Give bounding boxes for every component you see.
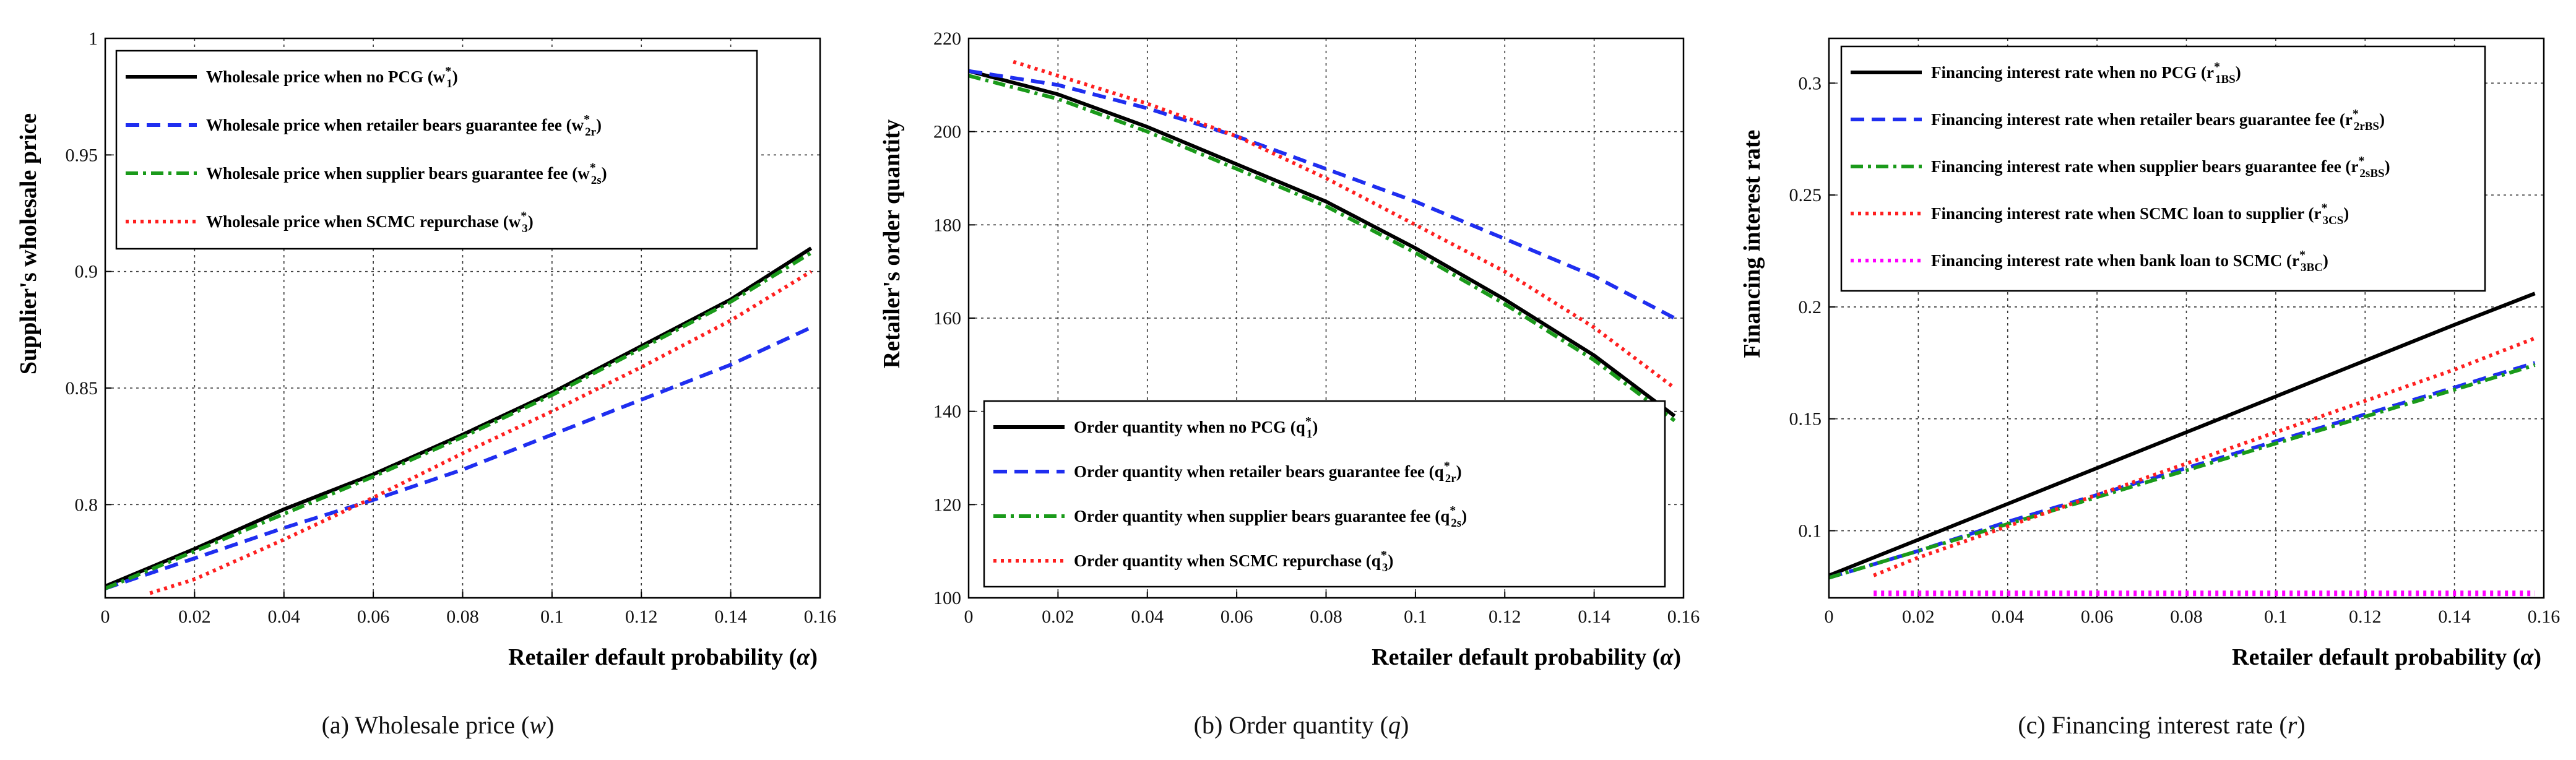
x-tick-label: 0.02 (1042, 607, 1074, 627)
y-tick-label: 0.15 (1789, 409, 1822, 430)
x-tick-label: 0.14 (1578, 607, 1610, 627)
x-tick-label: 0.02 (178, 607, 211, 627)
x-tick-label: 0.06 (2081, 607, 2114, 627)
y-tick-label: 0.1 (1799, 521, 1822, 542)
y-tick-label: 0.9 (75, 262, 98, 282)
plot-frame (1828, 37, 2545, 599)
x-axis-label: Retailer default probability (α) (508, 644, 818, 670)
panel-caption: (a) Wholesale price (w) (322, 711, 555, 739)
x-tick-label: 0.1 (2264, 607, 2288, 627)
y-tick-label: 0.95 (66, 145, 98, 165)
x-tick-label: 0 (1825, 607, 1834, 627)
legend-box (115, 50, 758, 250)
legend-label: Financing interest rate when SCMC loan t… (1931, 201, 2349, 227)
panel-2: 0 0.02 0.04 0.06 0.08 0.1 0.12 0.14 0.16 100 120 14… (879, 28, 1700, 739)
plot-frame (104, 37, 821, 599)
legend: Financing interest rate when no PCG (r* 1… (1840, 45, 2486, 292)
x-tick-label: 0.16 (1667, 607, 1700, 627)
plot-frame (967, 37, 1685, 599)
y-tick-label: 0.3 (1799, 73, 1822, 93)
x-tick-label: 0.12 (625, 607, 658, 627)
panel-caption: (c) Financing interest rate (r) (2018, 711, 2305, 739)
x-tick-label: 0.08 (446, 607, 479, 627)
y-tick-label: 180 (933, 215, 961, 235)
y-axis-label: Retailer's order quantity (879, 119, 905, 368)
y-tick-label: 220 (933, 28, 961, 49)
legend-label: Order quantity when supplier bears guara… (1074, 504, 1467, 530)
legend-label: Wholesale price when SCMC repurchase (w*… (206, 209, 534, 235)
x-tick-label: 0.12 (2349, 607, 2382, 627)
panel-caption: (b) Order quantity (q) (1194, 711, 1409, 739)
legend: Order quantity when no PCG (q* 1) Order qu… (983, 400, 1666, 588)
legend-box (1840, 45, 2486, 292)
legend-label: Financing interest rate when retailer be… (1931, 107, 2385, 133)
series-line-1 (969, 69, 1676, 418)
x-tick-label: 0.02 (1902, 607, 1935, 627)
x-tick-label: 0 (101, 607, 110, 627)
series-line-4 (149, 270, 813, 595)
y-tick-label: 100 (933, 588, 961, 608)
y-tick-label: 140 (933, 402, 961, 422)
series-line-2 (105, 326, 812, 590)
legend-label: Order quantity when retailer bears guara… (1074, 459, 1462, 485)
legend-label: Wholesale price when no PCG (w* 1) (206, 64, 458, 90)
y-tick-label: 200 (933, 122, 961, 142)
y-tick-label: 0.2 (1799, 297, 1822, 317)
x-tick-label: 0.1 (1404, 607, 1427, 627)
x-tick-label: 0.14 (2438, 607, 2471, 627)
y-tick-label: 160 (933, 308, 961, 329)
x-tick-label: 0.04 (268, 607, 301, 627)
legend-label: Financing interest rate when supplier be… (1931, 154, 2390, 180)
legend-label: Order quantity when no PCG (q* 1) (1074, 415, 1318, 441)
legend-label: Financing interest rate when bank loan t… (1931, 248, 2328, 274)
series-line-3 (969, 74, 1676, 423)
series-line-4 (1013, 59, 1676, 390)
series-line-3 (105, 251, 813, 590)
x-tick-label: 0.16 (2528, 607, 2561, 627)
x-axis-label: Retailer default probability (α) (1372, 644, 1681, 670)
panel-1: 0 0.02 0.04 0.06 0.08 0.1 0.12 0.14 0.16 0.8 0.85 0… (15, 28, 836, 739)
x-tick-label: 0.14 (714, 607, 747, 627)
x-tick-label: 0.06 (357, 607, 390, 627)
x-tick-label: 0.06 (1221, 607, 1253, 627)
y-tick-label: 1 (89, 28, 98, 49)
x-tick-label: 0.16 (804, 607, 837, 627)
y-tick-label: 0.8 (75, 494, 98, 515)
legend-label: Order quantity when SCMC repurchase (q* 3… (1074, 548, 1393, 574)
legend-box (983, 400, 1666, 588)
legend-label: Wholesale price when supplier bears guar… (206, 161, 607, 187)
legend-label: Financing interest rate when no PCG (r* 1… (1931, 60, 2241, 86)
y-tick-label: 0.85 (66, 378, 98, 399)
x-tick-label: 0.08 (1310, 607, 1342, 627)
x-tick-label: 0.04 (1992, 607, 2025, 627)
series-line-1 (1829, 291, 2536, 577)
series-line-1 (105, 246, 813, 588)
x-tick-label: 0.12 (1489, 607, 1521, 627)
legend: Wholesale price when no PCG (w* 1) Wholesa… (115, 50, 758, 250)
y-tick-label: 120 (933, 494, 961, 515)
series-line-3 (1829, 363, 2536, 580)
x-tick-label: 0.04 (1131, 607, 1164, 627)
y-tick-label: 0.25 (1789, 185, 1822, 205)
y-axis-label: Supplier's wholesale price (15, 113, 41, 374)
x-tick-label: 0.1 (540, 607, 564, 627)
x-tick-label: 0 (964, 607, 974, 627)
series-line-2 (1829, 361, 2536, 580)
x-tick-label: 0.08 (2170, 607, 2203, 627)
panel-3: 0 0.02 0.04 0.06 0.08 0.1 0.12 0.14 0.16 0.1 0.15 0… (1739, 37, 2561, 739)
x-axis-label: Retailer default probability (α) (2232, 644, 2541, 670)
legend-label: Wholesale price when retailer bears guar… (206, 113, 602, 139)
y-axis-label: Financing interest rate (1739, 130, 1765, 358)
